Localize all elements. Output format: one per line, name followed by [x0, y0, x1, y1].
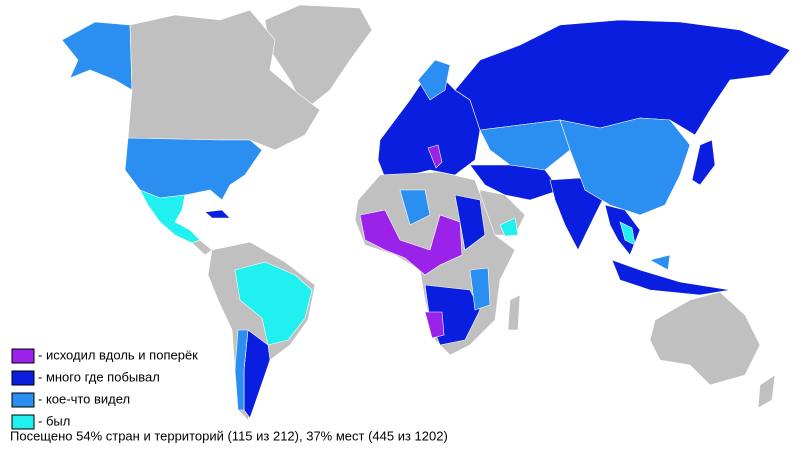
land: [619, 221, 636, 246]
land: [234, 261, 313, 346]
land: [507, 294, 521, 331]
land: [424, 311, 445, 339]
land: [469, 267, 491, 311]
land: [243, 329, 271, 419]
land: [399, 189, 431, 226]
legend-swatch: [11, 392, 35, 408]
land: [139, 189, 201, 244]
map-shapes: [61, 4, 791, 421]
land: [264, 4, 373, 111]
legend-swatch: [11, 348, 35, 364]
land: [124, 137, 263, 201]
legend-label: - исходил вдоль и поперёк: [38, 347, 198, 362]
land: [757, 374, 776, 409]
land: [499, 217, 519, 237]
land: [649, 291, 761, 386]
land: [469, 164, 561, 201]
legend: - исходил вдоль и поперёк - много где поб…: [11, 347, 198, 430]
land: [234, 329, 249, 411]
legend-swatch: [11, 370, 35, 386]
land: [479, 119, 571, 171]
land: [649, 254, 671, 271]
legend-label: - был: [38, 413, 70, 428]
legend-label: - кое-что видел: [38, 391, 130, 406]
summary: Посещено 54% стран и территорий (115 из …: [10, 428, 448, 443]
legend-swatch: [11, 414, 35, 430]
land: [559, 117, 691, 216]
land: [204, 209, 231, 219]
land: [61, 21, 133, 91]
legend-label: - много где побывал: [38, 369, 160, 384]
land: [454, 19, 791, 136]
land: [359, 209, 463, 276]
land: [454, 194, 486, 251]
land: [417, 59, 451, 101]
land: [691, 139, 716, 186]
land: [427, 144, 443, 169]
land: [611, 259, 731, 296]
land: [191, 239, 213, 256]
